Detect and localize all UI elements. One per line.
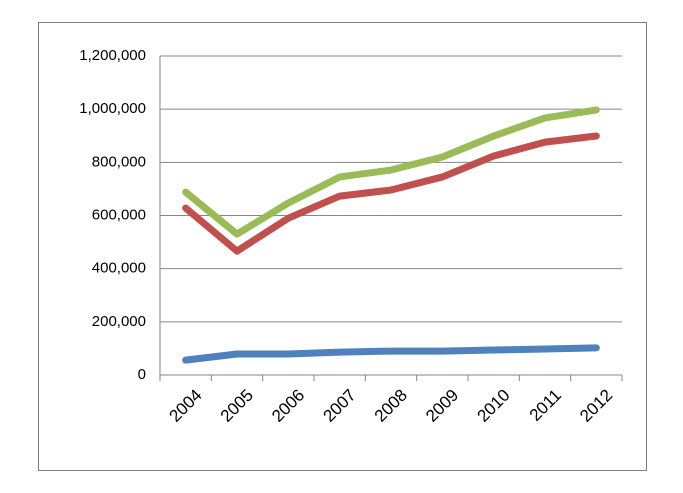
series-line xyxy=(182,344,600,364)
series-line xyxy=(182,106,600,238)
y-tick-label: 800,000 xyxy=(92,153,146,170)
chart-frame xyxy=(38,22,647,471)
y-tick-label: 1,200,000 xyxy=(79,47,146,64)
series-line xyxy=(182,132,600,255)
y-tick-label: 200,000 xyxy=(92,313,146,330)
y-tick-label: 0 xyxy=(138,366,146,383)
y-tick-label: 600,000 xyxy=(92,206,146,223)
y-tick-label: 1,000,000 xyxy=(79,100,146,117)
y-tick-label: 400,000 xyxy=(92,260,146,277)
